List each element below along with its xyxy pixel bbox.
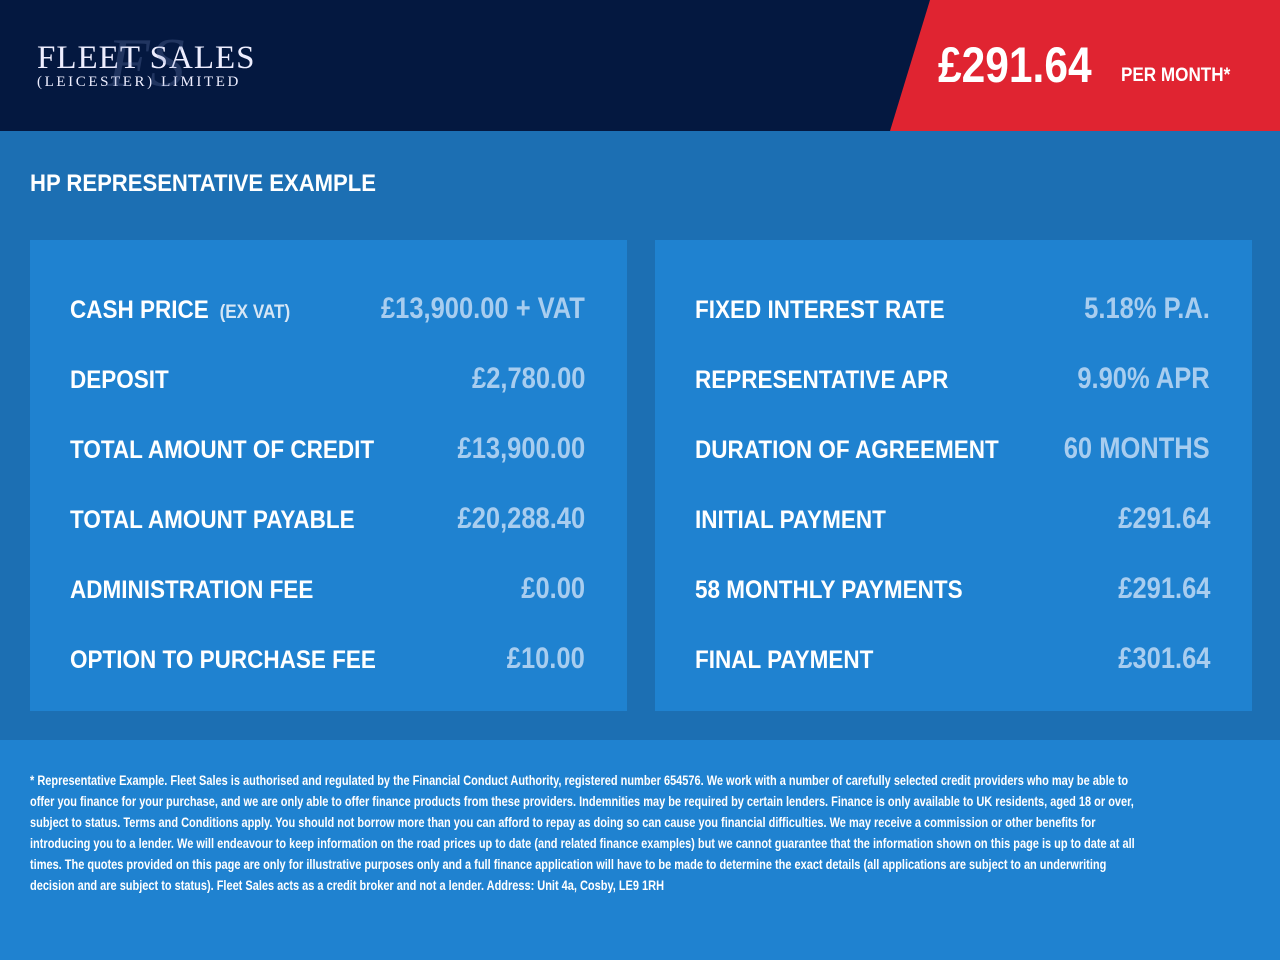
value: £2,780.00	[471, 362, 585, 395]
label: FIXED INTEREST RATE	[695, 296, 945, 324]
row-final-payment: FINAL PAYMENT £301.64	[695, 636, 1210, 676]
value: £20,288.40	[457, 502, 585, 535]
label: TOTAL AMOUNT PAYABLE	[70, 506, 355, 534]
footer: * Representative Example. Fleet Sales is…	[0, 740, 1280, 960]
per-month-label: PER MONTH*	[1121, 65, 1231, 86]
label: INITIAL PAYMENT	[695, 506, 886, 534]
value: £291.64	[1117, 502, 1210, 535]
value: £301.64	[1117, 642, 1210, 675]
row-admin-fee: ADMINISTRATION FEE £0.00	[70, 566, 585, 606]
value: £0.00	[521, 572, 585, 605]
row-monthly-payments: 58 MONTHLY PAYMENTS £291.64	[695, 566, 1210, 606]
row-option-fee: OPTION TO PURCHASE FEE £10.00	[70, 636, 585, 676]
monthly-price-badge: £291.64 PER MONTH*	[890, 0, 1280, 131]
logo-line1: FLEET SALES	[37, 40, 256, 76]
label: 58 MONTHLY PAYMENTS	[695, 576, 963, 604]
monthly-price: £291.64	[938, 37, 1092, 93]
value: £10.00	[506, 642, 585, 675]
row-total-credit: TOTAL AMOUNT OF CREDIT £13,900.00	[70, 426, 585, 466]
logo-line2: (LEICESTER) LIMITED	[37, 74, 241, 90]
label: ADMINISTRATION FEE	[70, 576, 314, 604]
logo-monogram: FS	[107, 25, 185, 102]
label: TOTAL AMOUNT OF CREDIT	[70, 436, 375, 464]
label: CASH PRICE	[70, 296, 209, 324]
row-duration: DURATION OF AGREEMENT 60 MONTHS	[695, 426, 1210, 466]
label: OPTION TO PURCHASE FEE	[70, 646, 376, 674]
row-apr: REPRESENTATIVE APR 9.90% APR	[695, 356, 1210, 396]
value: 60 MONTHS	[1064, 432, 1210, 465]
note: (EX VAT)	[219, 302, 291, 323]
section-title: HP REPRESENTATIVE EXAMPLE	[30, 170, 376, 197]
value: £13,900.00	[457, 432, 585, 465]
value: 5.18% P.A.	[1084, 292, 1210, 325]
row-interest-rate: FIXED INTEREST RATE 5.18% P.A.	[695, 286, 1210, 326]
row-deposit: DEPOSIT £2,780.00	[70, 356, 585, 396]
header: FS FLEET SALES (LEICESTER) LIMITED £291.…	[0, 0, 1280, 131]
disclaimer-text: * Representative Example. Fleet Sales is…	[30, 773, 1135, 893]
row-initial-payment: INITIAL PAYMENT £291.64	[695, 496, 1210, 536]
label: DEPOSIT	[70, 366, 169, 394]
company-logo: FS FLEET SALES (LEICESTER) LIMITED	[37, 25, 256, 102]
value: 9.90% APR	[1077, 362, 1210, 395]
value: £291.64	[1117, 572, 1210, 605]
value: £13,900.00 + VAT	[381, 292, 585, 325]
label: DURATION OF AGREEMENT	[695, 436, 999, 464]
row-cash-price: CASH PRICE (EX VAT) £13,900.00 + VAT	[70, 286, 585, 326]
label: REPRESENTATIVE APR	[695, 366, 949, 394]
row-total-payable: TOTAL AMOUNT PAYABLE £20,288.40	[70, 496, 585, 536]
finance-panel-left: CASH PRICE (EX VAT) £13,900.00 + VAT DEPOS…	[30, 240, 627, 711]
label: FINAL PAYMENT	[695, 646, 874, 674]
finance-panel-right: FIXED INTEREST RATE 5.18% P.A. REPRESENTA…	[655, 240, 1252, 711]
